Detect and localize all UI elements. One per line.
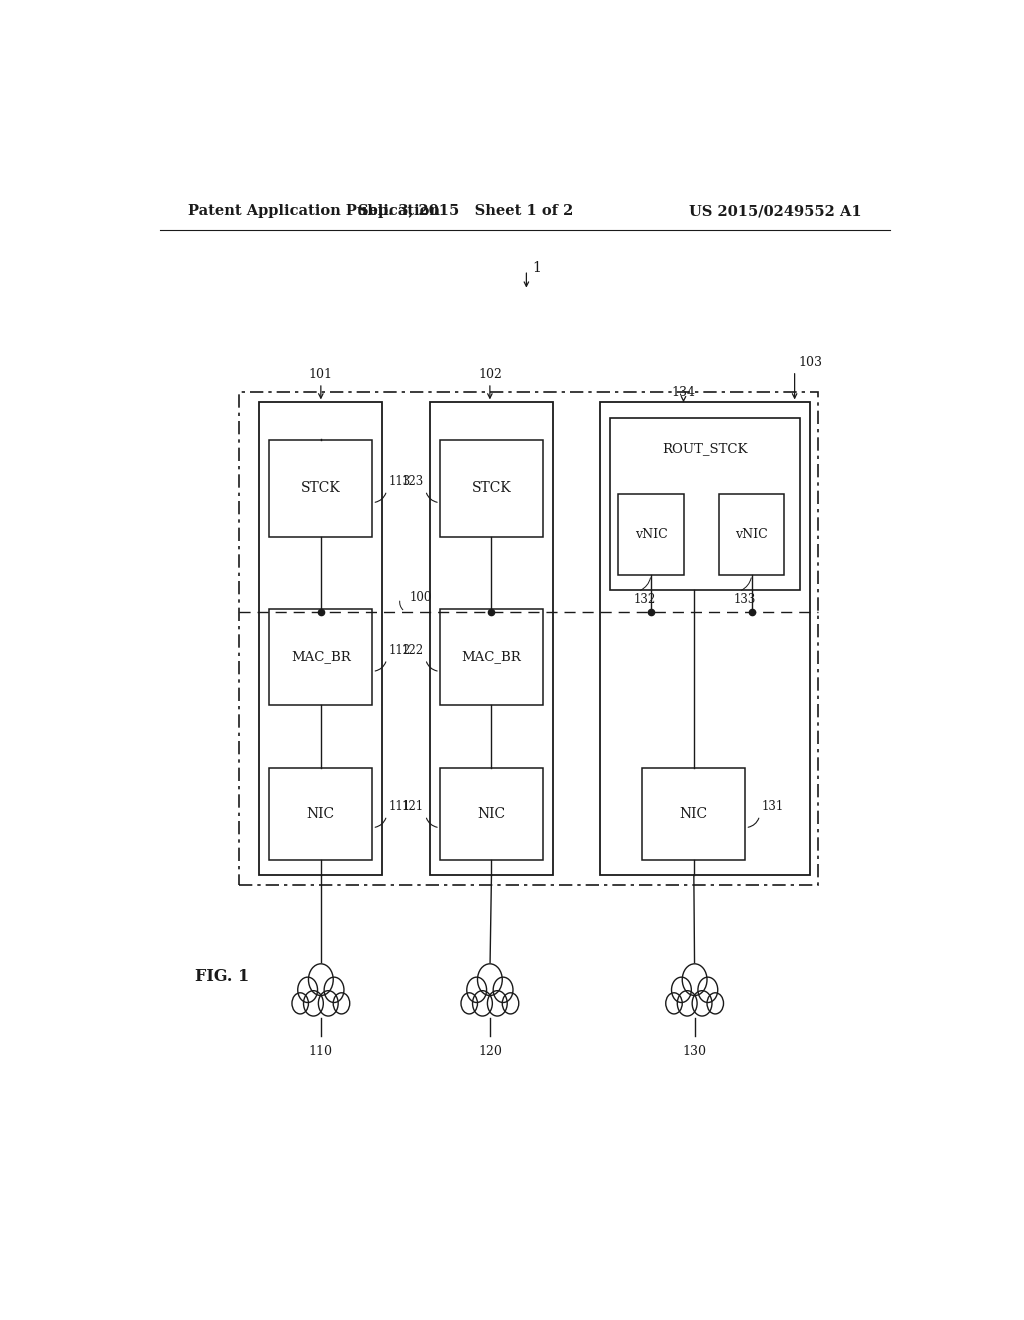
Circle shape	[707, 993, 724, 1014]
Text: 134: 134	[672, 387, 695, 399]
Circle shape	[666, 993, 682, 1014]
Bar	[430, 403, 553, 875]
Circle shape	[333, 993, 350, 1014]
Bar	[642, 768, 745, 859]
Circle shape	[298, 977, 317, 1002]
Text: 1: 1	[532, 261, 542, 275]
Bar	[440, 440, 543, 536]
Text: 121: 121	[401, 800, 424, 813]
Text: NIC: NIC	[477, 807, 506, 821]
Text: 123: 123	[401, 475, 424, 488]
Text: 130: 130	[683, 1044, 707, 1057]
Bar	[440, 768, 543, 859]
Bar	[618, 494, 684, 576]
Text: 131: 131	[761, 800, 783, 813]
Text: 100: 100	[410, 591, 432, 605]
Text: vNIC: vNIC	[635, 528, 668, 541]
Bar	[269, 768, 373, 859]
Circle shape	[677, 991, 697, 1016]
Text: 102: 102	[478, 368, 502, 381]
Text: FIG. 1: FIG. 1	[196, 968, 250, 985]
Text: 111: 111	[388, 800, 411, 813]
Circle shape	[487, 991, 507, 1016]
Bar	[269, 440, 373, 536]
Bar	[719, 494, 784, 576]
Circle shape	[325, 977, 344, 1002]
Bar	[600, 403, 811, 875]
Text: ROUT_STCK: ROUT_STCK	[663, 442, 748, 455]
Text: 101: 101	[309, 368, 333, 381]
Text: NIC: NIC	[307, 807, 335, 821]
Text: STCK: STCK	[472, 482, 511, 495]
Circle shape	[303, 991, 324, 1016]
Text: 120: 120	[478, 1044, 502, 1057]
Circle shape	[467, 977, 486, 1002]
Circle shape	[308, 964, 333, 995]
Bar	[609, 417, 800, 590]
Text: Patent Application Publication: Patent Application Publication	[187, 205, 439, 218]
Text: 110: 110	[309, 1044, 333, 1057]
Bar	[440, 609, 543, 705]
Bar	[240, 392, 818, 886]
Text: vNIC: vNIC	[735, 528, 768, 541]
Circle shape	[472, 991, 493, 1016]
Circle shape	[292, 993, 308, 1014]
Text: US 2015/0249552 A1: US 2015/0249552 A1	[689, 205, 862, 218]
Circle shape	[502, 993, 519, 1014]
Text: 103: 103	[799, 356, 822, 368]
Text: STCK: STCK	[301, 482, 341, 495]
Circle shape	[692, 991, 712, 1016]
Text: 112: 112	[388, 644, 411, 657]
Circle shape	[672, 977, 691, 1002]
Text: 132: 132	[634, 594, 655, 606]
Circle shape	[494, 977, 513, 1002]
Bar	[259, 403, 382, 875]
Text: 122: 122	[401, 644, 424, 657]
Text: Sep. 3, 2015   Sheet 1 of 2: Sep. 3, 2015 Sheet 1 of 2	[357, 205, 573, 218]
Text: MAC_BR: MAC_BR	[291, 651, 350, 664]
Text: MAC_BR: MAC_BR	[462, 651, 521, 664]
Bar	[269, 609, 373, 705]
Circle shape	[318, 991, 338, 1016]
Circle shape	[698, 977, 718, 1002]
Circle shape	[461, 993, 477, 1014]
Text: 113: 113	[388, 475, 411, 488]
Text: NIC: NIC	[680, 807, 708, 821]
Text: 133: 133	[734, 594, 757, 606]
Circle shape	[682, 964, 707, 995]
Circle shape	[477, 964, 502, 995]
